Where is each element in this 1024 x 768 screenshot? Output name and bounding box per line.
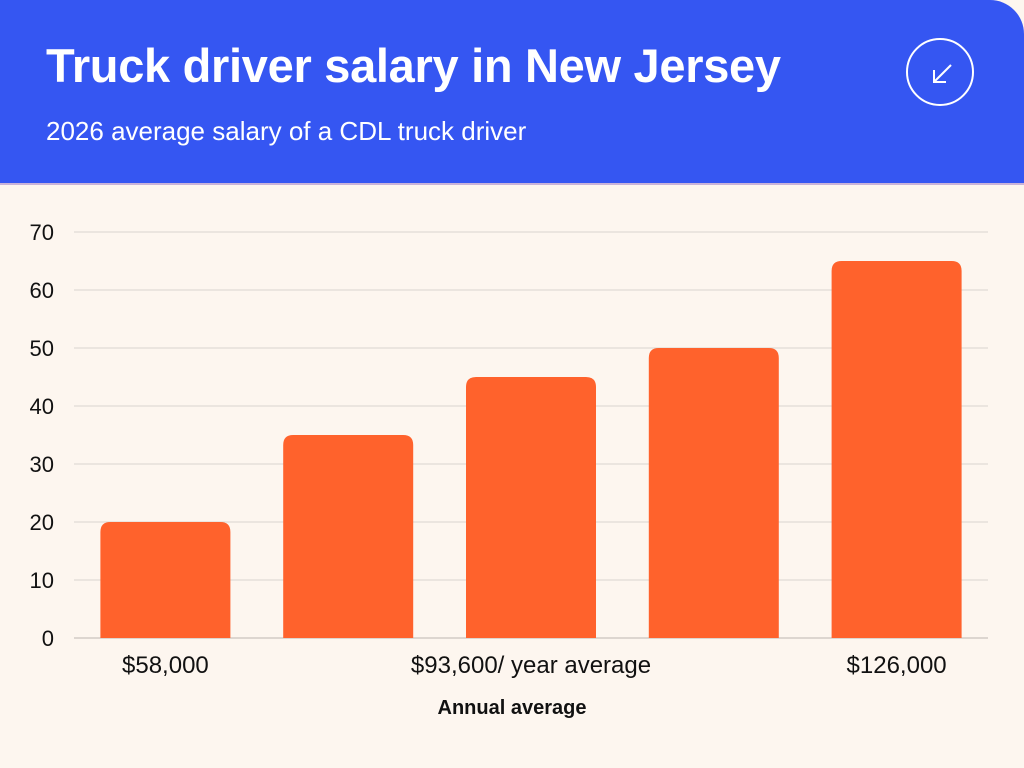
- y-tick-label: 70: [30, 220, 54, 245]
- y-tick-label: 50: [30, 336, 54, 361]
- x-category-label: $126,000: [847, 652, 947, 679]
- chart-title: Truck driver salary in New Jersey: [46, 39, 781, 92]
- bars: [100, 261, 962, 638]
- y-tick-label: 40: [30, 394, 54, 419]
- y-tick-label: 60: [30, 278, 54, 303]
- chart-subtitle: 2026 average salary of a CDL truck drive…: [46, 116, 527, 146]
- y-tick-label: 10: [30, 568, 54, 593]
- y-tick-label: 20: [30, 510, 54, 535]
- chart-header: Truck driver salary in New Jersey 2026 a…: [0, 0, 1024, 185]
- y-tick-label: 0: [42, 626, 54, 651]
- x-category-label: $93,600/ year average: [411, 652, 651, 679]
- x-axis-labels: $58,000 $93,600/ year average $126,000: [122, 652, 947, 679]
- x-axis-title: Annual average: [438, 697, 587, 719]
- bar: [648, 348, 779, 638]
- bar: [100, 522, 231, 638]
- bar: [466, 377, 596, 638]
- bar: [283, 435, 414, 638]
- bar: [831, 261, 962, 638]
- y-axis-ticks: 0 10 20 30 40 50 60 70: [30, 220, 54, 651]
- arrow-down-left-icon[interactable]: [906, 38, 974, 106]
- y-tick-label: 30: [30, 452, 54, 477]
- x-category-label: $58,000: [122, 652, 209, 679]
